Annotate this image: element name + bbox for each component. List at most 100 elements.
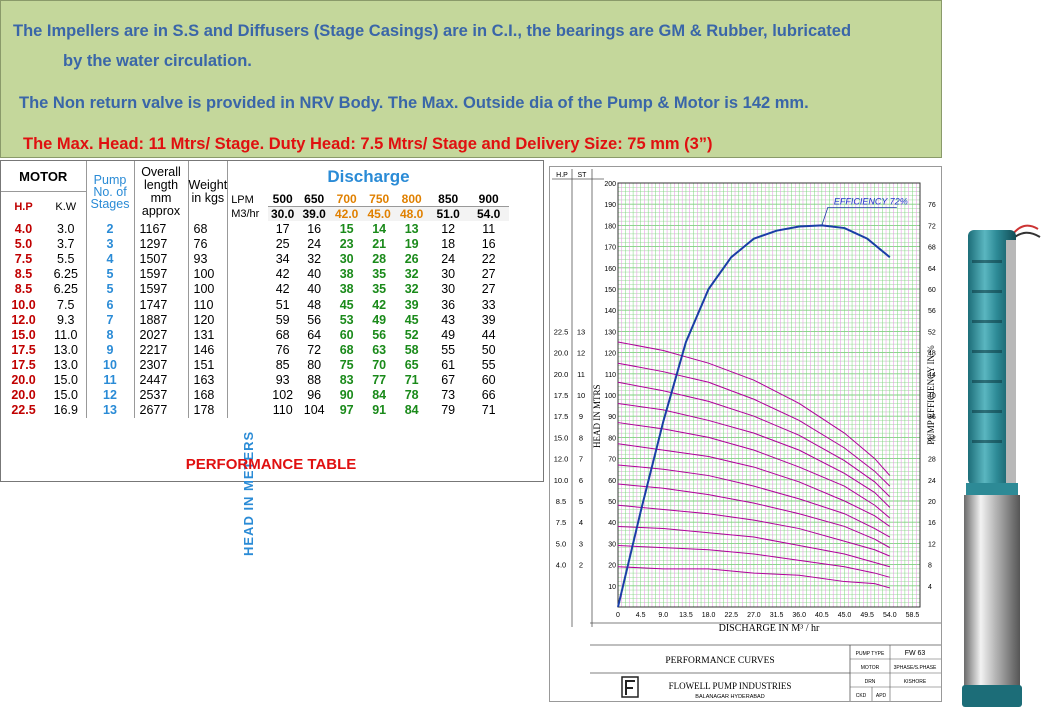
hp-value: 8.5 (556, 497, 566, 506)
eff-tick-label: 32 (928, 435, 936, 442)
table-row: 8.5 6.25 5 1597 100 42 40 38 35 32 30 27 (1, 267, 509, 283)
y-tick-label: 70 (608, 457, 616, 464)
table-cell: 42 (275, 267, 290, 282)
table-cell: 1297 (134, 237, 189, 253)
table-cell: 76 (275, 342, 290, 357)
performance-chart: H.P ST 22.5 13 20.0 12 20.0 11 17.5 10 17.5 9 15.0 8 1… (552, 169, 941, 701)
drn-value: KISHORE (904, 679, 927, 685)
hp-value: 22.5 (554, 327, 569, 336)
banner-line-1a: The Impellers are in S.S and Diffusers (… (13, 22, 852, 40)
table-cell: 4 (86, 252, 135, 268)
table-cell: 100 (188, 267, 229, 283)
table-cell: 21 (372, 237, 387, 252)
y-tick-label: 160 (604, 266, 616, 273)
table-row: 17.5 13.0 9 2217 146 76 72 68 63 58 55 50 (1, 342, 509, 358)
table-cell: 79 (441, 403, 456, 418)
table-cell: 43 (441, 312, 456, 327)
y-axis-label: HEAD IN MTRS (592, 384, 602, 448)
pump-type-label: PUMP TYPE (856, 651, 885, 657)
weight-header: Weight in kgs (188, 161, 229, 222)
table-cell: 26 (404, 252, 419, 267)
m3hr-label: M3/hr (231, 207, 260, 220)
lpm-value: 850 (427, 192, 469, 208)
drn-label: DRN (865, 679, 876, 685)
info-banner: The Impellers are in S.S and Diffusers (… (0, 0, 942, 158)
table-cell: 151 (188, 357, 229, 373)
table.overall-line: approx (141, 203, 181, 218)
table-cell: 3.0 (46, 222, 87, 238)
table-cell: 76 (188, 237, 229, 253)
table-cell: 28 (372, 252, 387, 267)
table-row: 12.0 9.3 7 1887 120 59 56 53 49 45 43 39 (1, 312, 509, 328)
eff-tick-label: 48 (928, 351, 936, 358)
head-in-meters-label: HEAD IN METERS (241, 430, 256, 556)
stage-value: 4 (579, 518, 583, 527)
pump-stages-header: Pump No. of Stages (86, 161, 135, 222)
table.pump_stages-line: Pump (93, 172, 127, 187)
table-cell: 66 (481, 388, 496, 403)
stage-value: 2 (579, 561, 583, 570)
table-cell: 5 (86, 267, 135, 283)
table-cell: 1747 (134, 297, 189, 313)
flow-column-header: 850 51.0 (427, 192, 469, 223)
performance-table-grid: MOTOR Pump No. of Stages Overall length mm appr… (1, 161, 509, 419)
table-cell: 35 (372, 267, 387, 282)
table-cell: 11 (482, 222, 496, 237)
table-cell: 40 (307, 267, 322, 282)
plot-frame (617, 182, 921, 608)
table-row: 22.5 16.9 13 2677 178 110 104 97 91 84 79 71 (1, 403, 509, 419)
x-tick-label: 40.5 (815, 612, 829, 619)
table-cell: 48 (307, 297, 322, 312)
x-tick-label: 13.5 (679, 612, 693, 619)
st-col-header: ST (578, 172, 588, 179)
table-cell: 2677 (134, 403, 189, 419)
table-row: 5.0 3.7 3 1297 76 25 24 23 21 19 18 16 (1, 237, 509, 253)
eff-tick-label: 8 (928, 563, 932, 570)
table-cell: 73 (441, 388, 456, 403)
table-cell: 2027 (134, 327, 189, 343)
table-cell: 163 (188, 372, 229, 389)
table-cell: 1597 (134, 267, 189, 283)
table-cell: 11 (86, 372, 135, 389)
table-cell: 30 (339, 252, 354, 267)
table-cell: 44 (481, 327, 496, 342)
table-cell: 3.7 (46, 237, 87, 253)
eff-tick-label: 12 (928, 541, 936, 548)
table-cell: 93 (275, 372, 290, 387)
table-cell: 16 (481, 237, 496, 252)
table-cell: 32 (307, 252, 322, 267)
table-cell: 39 (481, 312, 496, 327)
y-tick-label: 150 (604, 287, 616, 294)
table-cell: 59 (275, 312, 290, 327)
table-cell: 4.0 (14, 222, 33, 237)
table-cell: 7.5 (46, 297, 87, 313)
table-cell: 8.5 (14, 282, 33, 297)
table-cell: 2537 (134, 388, 189, 404)
x-tick-label: 9.0 (658, 612, 668, 619)
performance-table-title: PERFORMANCE TABLE (185, 456, 357, 473)
eff-tick-label: 20 (928, 499, 936, 506)
x-tick-label: 49.5 (860, 612, 874, 619)
x-tick-label: 45.0 (838, 612, 852, 619)
table-cell: 13 (404, 222, 419, 237)
table-cell: 80 (307, 357, 322, 372)
table.overall-line: Overall (141, 164, 181, 179)
table-cell: 11.0 (46, 327, 87, 343)
table-cell: 51 (275, 297, 290, 312)
table-cell: 2307 (134, 357, 189, 373)
motor-value: 3PHASE/S.PHASE (894, 665, 937, 671)
hp-value: 5.0 (556, 539, 566, 548)
table-cell: 36 (441, 297, 456, 312)
table-cell: 6 (86, 297, 135, 313)
table-cell: 96 (307, 388, 322, 403)
table-cell: 90 (339, 388, 354, 403)
flow-column-header: 650 39.0 (297, 192, 331, 223)
m3hr-value: 48.0 (395, 207, 428, 222)
table-cell: 3 (86, 237, 135, 253)
table-cell: 6.25 (46, 282, 87, 298)
eff-tick-label: 60 (928, 287, 936, 294)
banner-line-3: The Max. Head: 11 Mtrs/ Stage. Duty Head… (23, 135, 713, 153)
table-cell: 12 (441, 222, 456, 237)
table-cell: 71 (481, 403, 496, 418)
stage-value: 9 (579, 412, 583, 421)
